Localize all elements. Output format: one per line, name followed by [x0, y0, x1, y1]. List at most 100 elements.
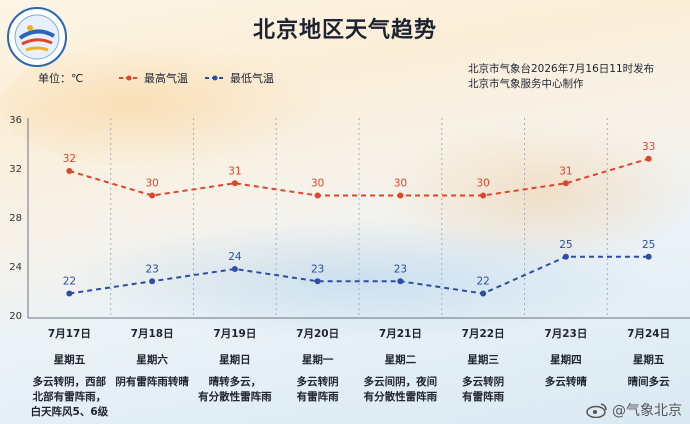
weekday-label: 星期日	[219, 354, 251, 366]
meteorological-logo-icon	[7, 7, 67, 67]
weather-description: 晴转多云， 有分散性雷阵雨	[193, 375, 277, 405]
y-tick-label: 24	[9, 262, 22, 273]
date-label: 7月21日	[378, 328, 422, 340]
y-tick-label: 28	[9, 213, 22, 224]
high-temp-data-label: 30	[394, 178, 407, 190]
low-temp-point	[480, 290, 487, 297]
weather-description: 多云转阴，西部 北部有雷阵雨， 白天阵风5、6级	[27, 375, 111, 420]
forecast-column: 7月18日星期六阴有雷阵雨转晴	[110, 318, 194, 390]
forecast-column: 7月22日星期三多云转阴有雷阵雨	[441, 318, 525, 405]
y-tick-label: 32	[9, 164, 22, 175]
chart-title: 北京地区天气趋势	[252, 18, 437, 43]
y-tick-label: 20	[9, 311, 22, 322]
legend-low: 最低气温	[204, 70, 274, 86]
high-temp-line	[69, 157, 649, 197]
high-temp-point	[66, 168, 73, 174]
date-label: 7月17日	[47, 328, 91, 340]
low-temp-point	[645, 253, 652, 260]
weather-line: 有分散性雷阵雨	[198, 391, 272, 403]
publisher-line-2: 北京市气象服务中心制作	[468, 78, 584, 90]
weather-description: 多云转阴 有雷阵雨	[441, 375, 525, 405]
high-temp-data-label: 33	[642, 141, 655, 153]
weather-line: 多云转阴，西部	[32, 376, 107, 388]
forecast-column: 7月19日星期日晴转多云， 有分散性雷阵雨	[193, 318, 277, 405]
low-temp-data-label: 23	[311, 263, 324, 275]
high-temp-data-label: 30	[476, 178, 489, 190]
publisher-line-1: 北京市气象台2026年7月16日11时发布	[468, 63, 655, 75]
high-temp-data-label: 30	[145, 178, 158, 190]
date-label: 7月20日	[296, 328, 340, 340]
date-label: 7月23日	[544, 328, 588, 340]
high-temp-point	[645, 155, 652, 162]
weather-line: 晴转多云，	[208, 376, 262, 388]
high-temp-point	[397, 192, 404, 199]
weather-line: 白天阵风5、6级	[30, 406, 109, 418]
high-temp-point	[231, 180, 238, 187]
watermark: @气象北京	[586, 400, 682, 420]
forecast-column: 7月17日星期五多云转阴，西部 北部有雷阵雨， 白天阵风5、6级	[27, 318, 111, 420]
background-wash	[0, 40, 330, 170]
weekday-label: 星期一	[301, 354, 334, 366]
low-temp-data-label: 23	[394, 263, 407, 275]
legend-low-label: 最低气温	[230, 72, 274, 85]
date-label: 7月18日	[130, 328, 174, 340]
high-temp-data-label: 30	[311, 178, 324, 190]
weekday-label: 星期五	[632, 354, 665, 366]
legend-high: 最高气温	[118, 70, 188, 86]
date-label: 7月19日	[213, 328, 257, 340]
low-temp-data-label: 22	[476, 276, 489, 288]
watermark-text: @气象北京	[612, 403, 682, 419]
weekday-label: 星期二	[384, 354, 417, 366]
legend-low-swatch	[205, 75, 225, 81]
weather-description: 多云转阴 有雷阵雨	[276, 375, 360, 405]
background-wash	[380, 120, 690, 270]
weather-line: 晴间多云	[627, 376, 670, 388]
weather-description: 多云间阴，夜间 有分散性雷阵雨	[358, 375, 442, 405]
legend-high-swatch	[119, 75, 139, 81]
weather-line: 多云转晴	[544, 376, 587, 388]
forecast-column: 7月20日星期一多云转阴有雷阵雨	[276, 318, 360, 405]
low-temp-line	[69, 255, 649, 295]
low-temp-data-label: 24	[228, 251, 242, 263]
low-temp-point	[231, 266, 238, 272]
weather-line: 多云转阴	[462, 376, 505, 388]
weather-description: 多云转晴	[524, 375, 608, 390]
low-temp-point	[149, 278, 156, 285]
weekday-label: 星期四	[550, 354, 582, 366]
weekday-label: 星期六	[136, 354, 168, 366]
date-label: 7月24日	[627, 328, 671, 340]
high-temp-point	[480, 192, 487, 199]
low-temp-point	[562, 253, 569, 260]
weather-line: 阴有雷阵雨转晴	[115, 376, 189, 388]
forecast-column: 7月24日星期五晴间多云	[607, 318, 690, 390]
weather-line: 有分散性雷阵雨	[363, 391, 438, 403]
weather-line: 有雷阵雨	[296, 391, 339, 403]
high-temp-data-label: 32	[63, 153, 76, 165]
weather-line: 多云间阴，夜间	[363, 376, 438, 388]
forecast-column: 7月23日星期四多云转晴	[524, 318, 608, 390]
weekday-label: 星期五	[53, 354, 86, 366]
weekday-label: 星期三	[467, 354, 499, 366]
legend-high-label: 最高气温	[144, 72, 188, 85]
date-label: 7月22日	[461, 328, 505, 340]
low-temp-point	[314, 278, 321, 285]
low-temp-data-label: 23	[145, 263, 158, 275]
high-temp-point	[149, 192, 156, 199]
low-temp-data-label: 25	[642, 239, 655, 251]
low-temp-data-label: 22	[63, 276, 76, 288]
weather-line: 多云转阴	[296, 376, 339, 388]
low-temp-point	[397, 278, 404, 285]
low-temp-data-label: 25	[559, 239, 572, 251]
forecast-column: 7月21日星期二多云间阴，夜间 有分散性雷阵雨	[358, 318, 442, 405]
y-tick-label: 36	[9, 115, 22, 126]
weather-description: 阴有雷阵雨转晴	[110, 375, 194, 390]
weibo-icon	[586, 403, 607, 418]
unit-label: 单位：℃	[38, 72, 84, 85]
high-temp-data-label: 31	[228, 165, 241, 177]
weather-line: 北部有雷阵雨，	[32, 391, 107, 403]
high-temp-data-label: 31	[559, 165, 572, 177]
weather-line: 有雷阵雨	[462, 391, 505, 403]
high-temp-point	[562, 180, 569, 187]
weather-description: 晴间多云	[607, 375, 690, 390]
